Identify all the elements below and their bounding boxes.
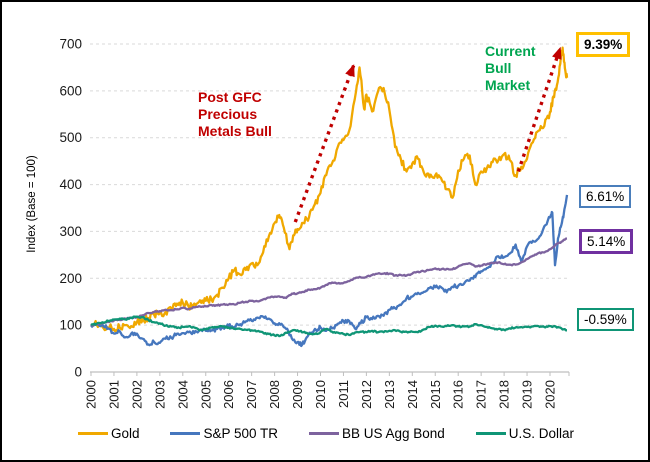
legend-label: Gold [111,426,140,441]
x-tick-label: 2010 [313,380,328,409]
legend-item-bond: BB US Agg Bond [308,426,445,441]
legend-label: BB US Agg Bond [341,426,445,441]
x-tick-label: 2002 [129,380,144,409]
x-tick-label: 2020 [543,380,558,409]
trend-arrow-head [552,46,562,60]
gold-line-swatch [78,432,108,435]
x-tick-label: 2018 [497,380,512,409]
dollar-line-swatch [475,432,506,435]
legend-label: S&P 500 TR [203,426,279,441]
x-tick-label: 2016 [451,380,466,409]
annotation-line: Market [485,77,531,93]
x-tick-label: 2011 [336,380,351,408]
series-line-bb-us-agg-bond [90,237,568,327]
legend-item-sp500: S&P 500 TR [170,426,278,441]
y-tick-label: 700 [59,37,82,52]
y-tick-label: 0 [74,365,82,380]
trend-arrow-line [516,47,562,172]
y-tick-label: 600 [59,83,82,98]
return-callout-gold: 9.39% [576,32,631,57]
y-tick-label: 200 [59,271,82,286]
annotation-line: Metals Bull [198,123,272,139]
series-line-u-s-dollar [90,315,568,338]
y-tick-label: 400 [59,177,82,192]
x-tick-label: 2000 [84,380,99,409]
x-tick-label: 2007 [244,380,259,409]
annotation-current-bull: Current Bull Market [485,43,536,94]
return-callout-sp500: 6.61% [579,185,632,208]
annotation-line: Post GFC [198,89,262,105]
annotation-line: Precious [198,106,258,122]
y-tick-label: 100 [59,318,82,333]
x-tick-label: 2003 [152,380,167,409]
return-callout-bond: 5.14% [579,229,634,254]
trend-arrow-head [345,64,355,78]
x-tick-label: 2001 [106,380,121,409]
x-tick-label: 2015 [428,380,443,409]
x-tick-label: 2005 [198,380,213,409]
y-tick-label: 500 [59,130,82,145]
legend-item-gold: Gold [78,426,140,441]
x-tick-label: 2014 [405,380,420,409]
legend-label: U.S. Dollar [508,426,574,441]
y-tick-label: 300 [59,224,82,239]
x-tick-label: 2017 [474,380,489,409]
x-tick-label: 2004 [175,380,190,409]
x-tick-label: 2009 [290,380,305,409]
x-tick-label: 2008 [267,380,282,409]
x-tick-label: 2019 [520,380,535,409]
legend-item-dollar: U.S. Dollar [475,426,574,441]
x-tick-label: 2012 [359,380,374,409]
return-callout-dollar: -0.59% [577,308,634,331]
x-tick-label: 2013 [382,380,397,409]
series-line-gold [90,46,569,333]
x-tick-label: 2006 [221,380,236,409]
annotation-line: Bull [485,60,512,76]
sp500-line-swatch [170,432,201,435]
y-axis-title: Index (Base = 100) [26,155,38,253]
bond-line-swatch [308,432,339,435]
annotation-post-gfc: Post GFC Precious Metals Bull [198,89,272,140]
legend: Gold S&P 500 TR BB US Agg Bond U.S. Doll… [78,426,574,441]
annotation-line: Current [485,43,536,59]
series-line-s-p-500-tr [90,194,569,348]
trend-arrow-line [293,64,356,223]
